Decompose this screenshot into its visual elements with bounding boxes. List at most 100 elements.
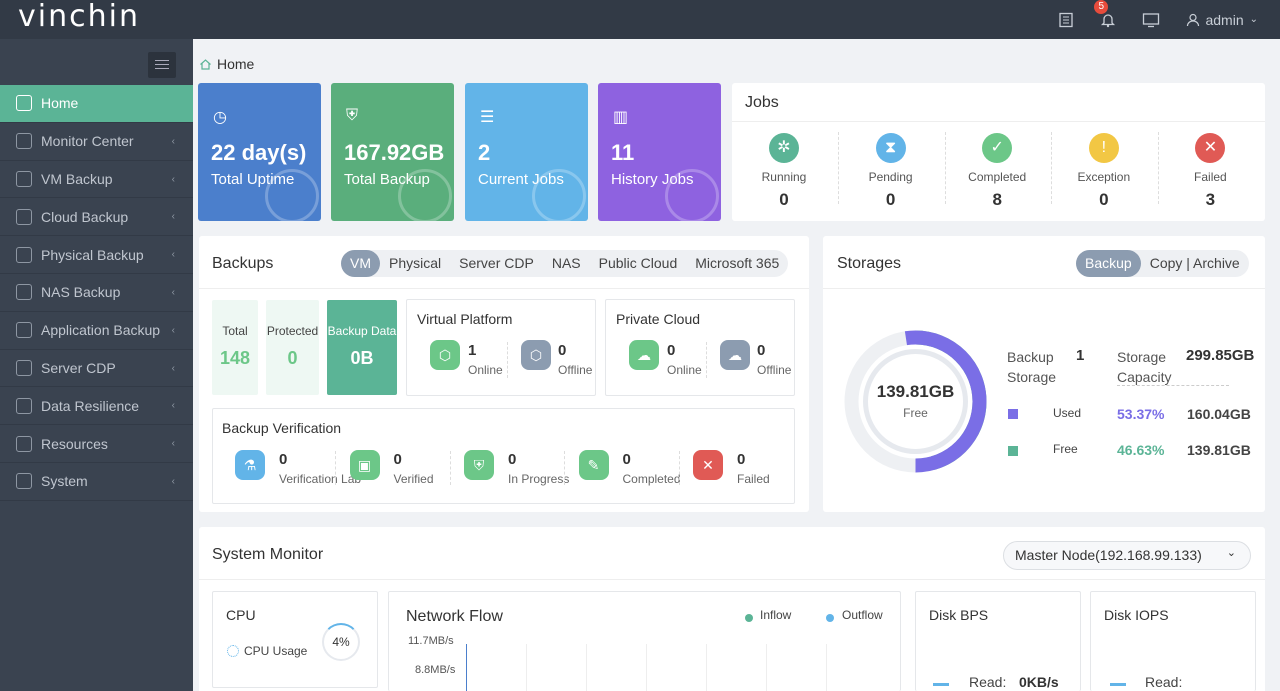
- verification-value: 0: [508, 451, 517, 468]
- breadcrumb-home[interactable]: Home: [217, 56, 255, 72]
- chevron-left-icon: ‹: [171, 324, 175, 336]
- job-label: Exception: [1077, 170, 1131, 184]
- stat-card-total-backup[interactable]: ⛨ 167.92GB Total Backup: [331, 83, 454, 221]
- tab-public-cloud[interactable]: Public Cloud: [598, 255, 678, 271]
- stat-value: 2: [478, 140, 491, 165]
- job-running[interactable]: ✲ Running 0: [734, 133, 834, 210]
- stat-value: 167.92GB: [344, 140, 445, 165]
- clock-icon: ◷: [213, 109, 227, 126]
- total-value: 148: [219, 348, 251, 368]
- check-icon: ✓: [982, 133, 1013, 163]
- notification-badge: 5: [1094, 0, 1109, 14]
- stat-card-history-jobs[interactable]: ▥ 11 History Jobs: [598, 83, 721, 221]
- chevron-left-icon: ‹: [171, 286, 175, 298]
- verification-value: 0: [393, 451, 402, 468]
- watermark-icon: [532, 169, 586, 221]
- private-cloud-box[interactable]: Private Cloud ☁ 0 Online ☁ 0 Offline: [605, 299, 795, 396]
- menu-toggle-button[interactable]: [148, 52, 176, 78]
- sidebar-item-vm-backup[interactable]: VM Backup ‹: [0, 161, 193, 199]
- sidebar-item-label: Data Resilience: [41, 397, 140, 414]
- document-check-icon: ✎: [578, 450, 609, 480]
- sidebar-item-label: NAS Backup: [41, 284, 121, 301]
- sidebar-item-data-resilience[interactable]: Data Resilience ‹: [0, 387, 193, 426]
- inflow-legend[interactable]: Inflow: [760, 608, 792, 622]
- exclamation-icon: !: [1088, 133, 1119, 163]
- home-icon: [16, 95, 32, 112]
- sidebar-item-application-backup[interactable]: Application Backup ‹: [0, 312, 193, 350]
- y-tick-1: 11.7MB/s: [408, 635, 454, 647]
- sidebar-item-server-cdp[interactable]: Server CDP ‹: [0, 350, 193, 388]
- stat-card-total-uptime[interactable]: ◷ 22 day(s) Total Uptime: [198, 83, 321, 221]
- virtual-platform-box[interactable]: Virtual Platform ⬡ 1 Online ⬡ 0 Offline: [406, 299, 596, 396]
- user-menu[interactable]: admin ⌄: [1186, 12, 1258, 28]
- verification-title: Backup Verification: [222, 420, 342, 436]
- sidebar-item-home[interactable]: Home: [0, 85, 193, 123]
- verification-verification-lab[interactable]: ⚗ 0 Verification Lab: [235, 450, 361, 490]
- free-value: 139.81GB: [1187, 442, 1251, 458]
- chevron-left-icon: ‹: [171, 135, 175, 147]
- system-monitor-title: System Monitor: [212, 546, 324, 563]
- shield-progress-icon: ⛨: [464, 450, 494, 480]
- cpu-icon: [227, 645, 239, 657]
- vp-online-label: Online: [468, 363, 503, 377]
- tab-microsoft-365[interactable]: Microsoft 365: [695, 255, 780, 271]
- cloud-online-icon: ☁: [629, 340, 659, 370]
- verification-verified[interactable]: ▣ 0 Verified: [349, 450, 458, 490]
- verification-in-progress[interactable]: ⛨ 0 In Progress: [464, 450, 572, 490]
- backup-storage-value: 1: [1076, 347, 1085, 364]
- watermark-icon: [265, 169, 319, 221]
- pc-online-label: Online: [667, 363, 702, 377]
- disk-bps-box: Disk BPS Read: 0KB/s: [915, 591, 1081, 691]
- job-value: 3: [1205, 190, 1216, 209]
- node-select[interactable]: Master Node(192.168.99.133) ⌄: [1003, 541, 1251, 570]
- hourglass-icon: ⧗: [875, 133, 906, 163]
- cube-offline-icon: ⬡: [521, 340, 551, 370]
- network-flow-box: Network Flow Inflow Outflow 11.7MB/s 8.8…: [388, 591, 901, 691]
- stat-value: 11: [611, 140, 635, 165]
- sidebar-item-label: Home: [41, 95, 79, 112]
- protected-box: Protected 0: [266, 300, 319, 395]
- private-cloud-title: Private Cloud: [616, 311, 701, 327]
- chevron-left-icon: ‹: [171, 475, 175, 487]
- storage-tabs: Backup Copy | Archive: [1076, 250, 1249, 277]
- vp-online-value: 1: [468, 342, 477, 359]
- sidebar-item-resources[interactable]: Resources ‹: [0, 425, 193, 463]
- sidebar-item-monitor-center[interactable]: Monitor Center ‹: [0, 123, 193, 161]
- sidebar-item-physical-backup[interactable]: Physical Backup ‹: [0, 236, 193, 274]
- system-monitor-card: System Monitor Master Node(192.168.99.13…: [199, 527, 1265, 691]
- notification-bell-icon[interactable]: 5: [1094, 0, 1116, 28]
- sidebar: Home Monitor Center ‹ VM Backup ‹ Cloud Backu…: [0, 39, 193, 691]
- free-pct: 46.63%: [1117, 442, 1165, 458]
- tab-backup[interactable]: Backup: [1076, 250, 1141, 277]
- job-failed[interactable]: ✕ Failed 3: [1160, 133, 1260, 210]
- job-pending[interactable]: ⧗ Pending 0: [841, 133, 941, 210]
- inflow-legend-dot: [745, 614, 753, 622]
- chevron-left-icon: ‹: [171, 211, 175, 223]
- tab-nas[interactable]: NAS: [551, 255, 581, 271]
- tab-server-cdp[interactable]: Server CDP: [459, 255, 534, 271]
- task-list-icon[interactable]: [1058, 12, 1074, 28]
- outflow-legend[interactable]: Outflow: [842, 608, 883, 622]
- sidebar-item-cloud-backup[interactable]: Cloud Backup ‹: [0, 198, 193, 237]
- disk-bps-read-value: 0KB/s: [1019, 674, 1059, 690]
- sidebar-item-system[interactable]: System ‹: [0, 463, 193, 501]
- tab-vm[interactable]: VM: [341, 250, 380, 277]
- verification-failed[interactable]: ✕ 0 Failed: [693, 450, 801, 490]
- tab-copy-archive[interactable]: Copy | Archive: [1149, 255, 1240, 271]
- chevron-left-icon: ‹: [171, 362, 175, 374]
- gear-icon: [16, 473, 32, 490]
- verification-value: 0: [622, 451, 631, 468]
- stat-value: 22 day(s): [211, 140, 307, 165]
- tab-physical[interactable]: Physical: [389, 255, 442, 271]
- job-exception[interactable]: ! Exception 0: [1054, 133, 1154, 210]
- verification-completed[interactable]: ✎ 0 Completed: [578, 450, 687, 490]
- screen-icon[interactable]: [1142, 12, 1160, 28]
- stat-card-current-jobs[interactable]: ☰ 2 Current Jobs: [465, 83, 588, 221]
- chart-icon: ▥: [613, 109, 629, 126]
- network-title: Network Flow: [406, 608, 503, 625]
- sidebar-item-nas-backup[interactable]: NAS Backup ‹: [0, 274, 193, 312]
- job-completed[interactable]: ✓ Completed 8: [947, 133, 1047, 210]
- y-tick-2: 8.8MB/s: [415, 664, 456, 676]
- user-name: admin: [1205, 11, 1244, 28]
- sidebar-item-label: Resources: [41, 435, 108, 452]
